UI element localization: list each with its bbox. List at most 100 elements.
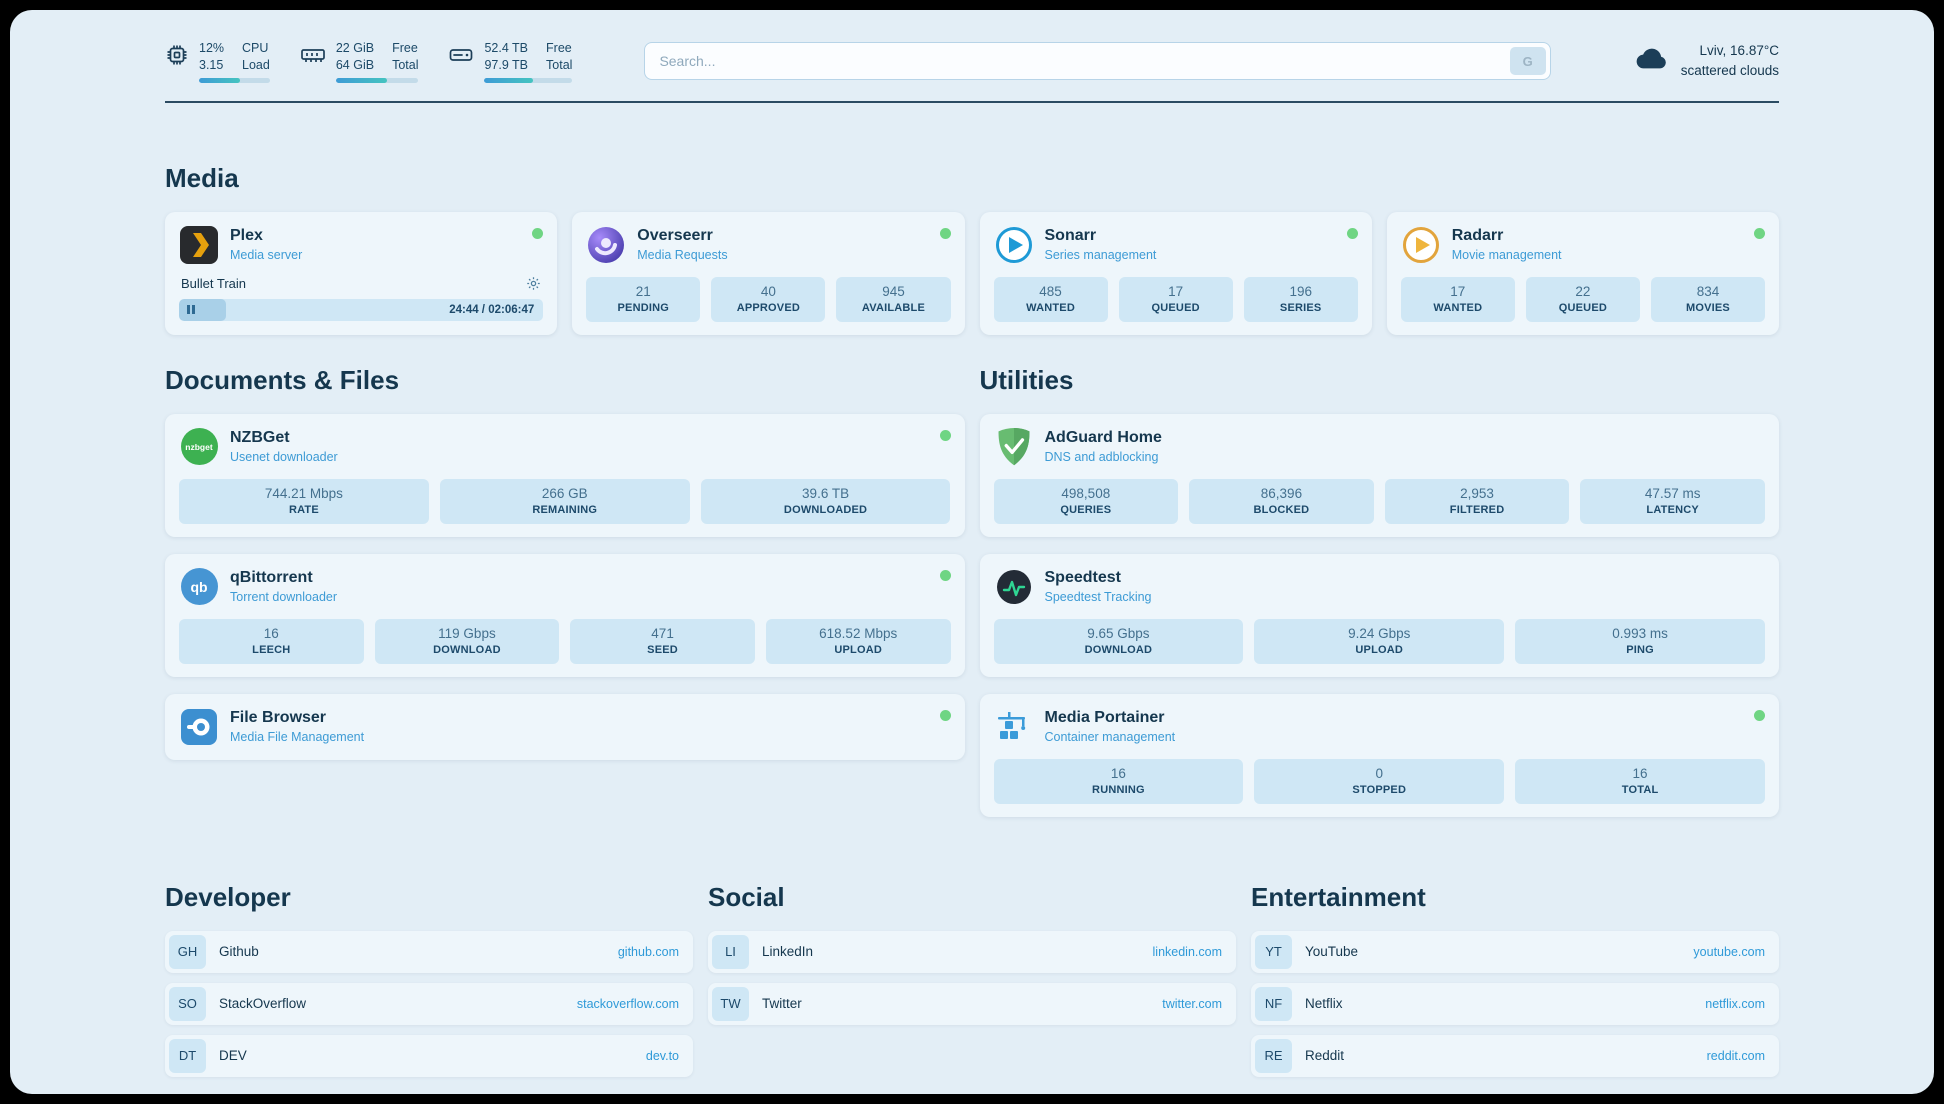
dev-abbr: DT <box>169 1038 206 1073</box>
stat-running: 16 RUNNING <box>993 758 1244 804</box>
bookmark-url: netflix.com <box>1705 996 1765 1011</box>
filebrowser-status-dot <box>939 709 951 721</box>
app-name: NZBGet <box>230 429 290 447</box>
twitter-abbr: TW <box>712 986 749 1021</box>
stat-series: 196 SERIES <box>1243 276 1358 322</box>
portainer-link[interactable]: Media Portainer Container management <box>1045 709 1176 744</box>
playback-progress-bar[interactable]: 24:44 / 02:06:47 <box>179 298 544 321</box>
stat-pending: 21 PENDING <box>586 276 701 322</box>
ram-free-value: 22 GiB <box>335 41 375 55</box>
nzbget-link[interactable]: NZBGet Usenet downloader <box>230 429 338 464</box>
app-subtitle: Media File Management <box>230 730 365 745</box>
stat-blocked: 86,396 BLOCKED <box>1189 478 1374 524</box>
disk-total-value: 97.9 TB <box>484 57 529 72</box>
sonarr-status-dot <box>1346 227 1358 239</box>
radarr-icon[interactable] <box>1401 225 1441 265</box>
bookmark-name: Reddit <box>1305 1048 1345 1064</box>
reddit-abbr: RE <box>1255 1038 1292 1073</box>
app-subtitle: Series management <box>1044 248 1157 263</box>
nzbget-icon[interactable]: nzbget <box>179 427 219 467</box>
bookmark-netflix[interactable]: NF Netflix netflix.com <box>1251 982 1779 1025</box>
qbittorrent-card: qb qBittorrent Torrent downloader 16 LEEC… <box>165 553 965 677</box>
bookmarks-section: Developer GH Github github.com SO StackO… <box>165 882 1779 1094</box>
stat-download: 119 Gbps DOWNLOAD <box>374 618 560 664</box>
bookmark-twitter[interactable]: TW Twitter twitter.com <box>708 982 1236 1025</box>
stat-filtered: 2,953 FILTERED <box>1384 478 1570 524</box>
app-name: Plex <box>230 227 263 245</box>
stat-queued: 22 QUEUED <box>1525 276 1640 322</box>
bookmark-dev[interactable]: DT DEV dev.to <box>165 1034 693 1077</box>
stat-queued: 17 QUEUED <box>1118 276 1233 322</box>
qbittorrent-link[interactable]: qBittorrent Torrent downloader <box>230 569 337 604</box>
now-playing-title: Bullet Train <box>181 275 247 291</box>
stat-rate: 744.21 Mbps RATE <box>179 478 429 524</box>
adguard-link[interactable]: AdGuard Home DNS and adblocking <box>1045 429 1162 464</box>
stat-queries: 498,508 QUERIES <box>993 478 1179 524</box>
stat-upload: 618.52 Mbps UPLOAD <box>765 618 951 664</box>
utilities-section-title: Utilities <box>979 364 1074 395</box>
stackoverflow-abbr: SO <box>169 986 206 1021</box>
app-subtitle: Torrent downloader <box>230 590 338 605</box>
bookmark-stackoverflow[interactable]: SO StackOverflow stackoverflow.com <box>165 982 693 1025</box>
nzbget-card: nzbget NZBGet Usenet downloader 744.21 M… <box>165 413 965 537</box>
gear-icon[interactable] <box>526 276 541 291</box>
cpu-label: CPU <box>242 41 269 55</box>
filebrowser-icon[interactable] <box>179 707 219 747</box>
bookmark-url: reddit.com <box>1706 1048 1765 1063</box>
plex-icon[interactable] <box>179 225 219 265</box>
bookmark-github[interactable]: GH Github github.com <box>165 930 693 973</box>
disk-free-value: 52.4 TB <box>484 41 529 55</box>
bookmark-reddit[interactable]: RE Reddit reddit.com <box>1251 1034 1779 1077</box>
app-name: Sonarr <box>1044 227 1097 245</box>
header-divider <box>165 100 1779 103</box>
disk-total-label: Total <box>546 57 573 72</box>
bookmark-url: linkedin.com <box>1152 944 1222 959</box>
search-provider-button[interactable]: G <box>1509 47 1546 76</box>
bookmark-url: twitter.com <box>1162 996 1222 1011</box>
sonarr-icon[interactable] <box>994 225 1034 265</box>
weather-location: Lviv, 16.87°C <box>1699 43 1779 59</box>
overseerr-link[interactable]: Overseerr Media Requests <box>637 227 727 262</box>
stat-downloaded: 39.6 TB DOWNLOADED <box>700 478 951 524</box>
bookmark-name: DEV <box>219 1048 247 1064</box>
cpu-load-value: 3.15 <box>199 57 224 72</box>
plex-card: Plex Media server Bullet Train 24:44 / 0… <box>165 211 558 335</box>
search-input[interactable] <box>644 42 1551 81</box>
media-section: Media Plex Media server Bullet Train <box>165 163 1779 335</box>
cpu-load-label: Load <box>242 57 270 72</box>
adguard-icon[interactable] <box>994 427 1034 467</box>
weather-widget[interactable]: Lviv, 16.87°C scattered clouds <box>1633 41 1779 82</box>
developer-group-title: Developer <box>165 881 291 912</box>
cpu-icon <box>165 43 189 72</box>
bookmark-linkedin[interactable]: LI LinkedIn linkedin.com <box>708 930 1236 973</box>
overseerr-icon[interactable] <box>586 225 626 265</box>
bookmark-url: youtube.com <box>1693 944 1765 959</box>
documents-column: Documents & Files nzbget NZBGet Usenet d… <box>165 365 965 834</box>
plex-link[interactable]: Plex Media server <box>230 227 302 262</box>
radarr-link[interactable]: Radarr Movie management <box>1452 227 1562 262</box>
portainer-icon[interactable] <box>994 707 1034 747</box>
utilities-column: Utilities AdGuard Home DNS and adblockin… <box>979 364 1779 834</box>
pause-icon[interactable] <box>179 298 227 321</box>
stat-wanted: 485 WANTED <box>993 276 1108 322</box>
stat-total: 16 TOTAL <box>1515 758 1765 804</box>
filebrowser-card: File Browser Media File Management <box>165 693 965 760</box>
speedtest-icon[interactable] <box>994 567 1034 607</box>
qbittorrent-icon[interactable]: qb <box>179 567 219 607</box>
bookmark-name: LinkedIn <box>762 944 814 960</box>
filebrowser-link[interactable]: File Browser Media File Management <box>230 709 364 744</box>
bookmark-youtube[interactable]: YT YouTube youtube.com <box>1251 930 1779 973</box>
bookmark-url: stackoverflow.com <box>576 996 679 1011</box>
stat-remaining: 266 GB REMAINING <box>439 478 690 524</box>
media-section-title: Media <box>165 162 239 193</box>
portainer-card: Media Portainer Container management 16 R… <box>979 693 1779 817</box>
bookmark-url: github.com <box>617 944 679 959</box>
disk-icon <box>448 43 474 72</box>
documents-section-title: Documents & Files <box>165 364 400 395</box>
speedtest-link[interactable]: Speedtest Speedtest Tracking <box>1045 569 1152 604</box>
bookmark-name: StackOverflow <box>219 996 307 1012</box>
speedtest-card: Speedtest Speedtest Tracking 9.65 Gbps DO… <box>979 553 1779 677</box>
sonarr-link[interactable]: Sonarr Series management <box>1045 227 1157 262</box>
bookmark-name: Twitter <box>762 996 802 1012</box>
app-name: Radarr <box>1451 227 1504 245</box>
